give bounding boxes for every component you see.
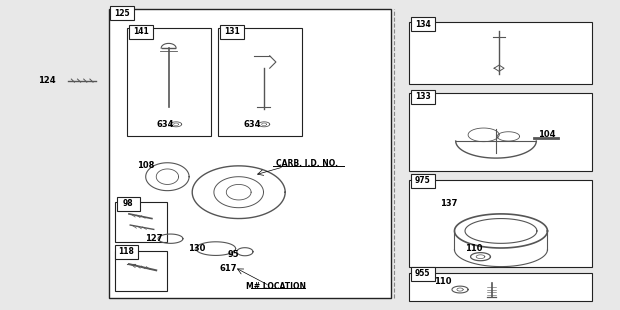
FancyBboxPatch shape <box>411 17 435 31</box>
Text: 110: 110 <box>434 277 451 286</box>
FancyBboxPatch shape <box>409 93 592 170</box>
Text: 134: 134 <box>415 20 431 29</box>
FancyBboxPatch shape <box>129 25 153 39</box>
Text: 95: 95 <box>228 250 239 259</box>
Text: 130: 130 <box>188 244 206 253</box>
Text: 137: 137 <box>440 198 458 208</box>
FancyBboxPatch shape <box>108 9 391 298</box>
Text: 955: 955 <box>415 269 430 278</box>
Text: 98: 98 <box>123 199 134 208</box>
Text: 634: 634 <box>156 120 174 130</box>
Text: 127: 127 <box>145 233 162 243</box>
FancyBboxPatch shape <box>6 3 614 307</box>
Text: 125: 125 <box>114 9 130 18</box>
Text: 975: 975 <box>415 176 431 185</box>
FancyBboxPatch shape <box>409 273 592 301</box>
FancyBboxPatch shape <box>411 267 435 281</box>
FancyBboxPatch shape <box>409 22 592 84</box>
Text: 110: 110 <box>465 244 482 253</box>
FancyBboxPatch shape <box>220 25 244 39</box>
FancyBboxPatch shape <box>117 197 140 211</box>
Text: 104: 104 <box>538 130 556 139</box>
Text: 634: 634 <box>244 120 261 130</box>
FancyBboxPatch shape <box>127 28 211 136</box>
Text: 118: 118 <box>118 247 135 256</box>
Text: 131: 131 <box>224 27 240 36</box>
FancyBboxPatch shape <box>411 174 435 188</box>
FancyBboxPatch shape <box>110 6 134 20</box>
Text: 124: 124 <box>38 76 55 85</box>
Text: M# LOCATION: M# LOCATION <box>246 281 306 291</box>
Text: CARB. I.D. NO.: CARB. I.D. NO. <box>276 159 338 168</box>
Text: eReplacementParts.com: eReplacementParts.com <box>193 150 321 160</box>
FancyBboxPatch shape <box>411 90 435 104</box>
FancyBboxPatch shape <box>115 245 138 259</box>
Text: 108: 108 <box>137 161 154 171</box>
FancyBboxPatch shape <box>115 202 167 242</box>
FancyBboxPatch shape <box>218 28 302 136</box>
Text: 133: 133 <box>415 92 431 101</box>
FancyBboxPatch shape <box>409 180 592 267</box>
Text: 141: 141 <box>133 27 149 36</box>
FancyBboxPatch shape <box>115 251 167 291</box>
Text: 617: 617 <box>219 264 237 273</box>
